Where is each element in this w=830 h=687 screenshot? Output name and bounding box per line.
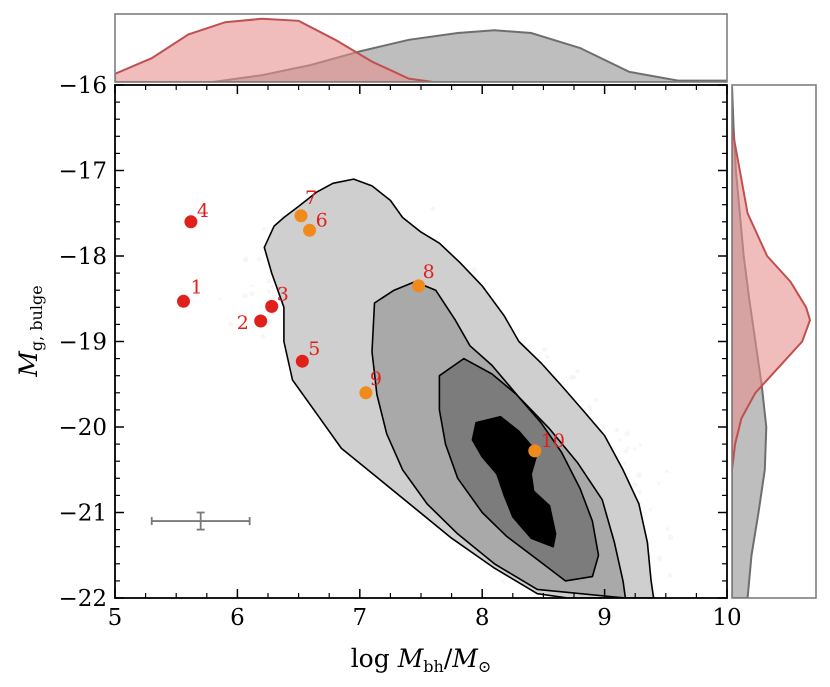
galaxy-label-6: 6: [316, 209, 328, 231]
density-dot: [629, 600, 632, 603]
density-dot: [250, 291, 255, 296]
x-tick-label: 5: [108, 605, 123, 631]
galaxy-point-5: [295, 354, 309, 368]
density-dot: [636, 472, 642, 478]
y-tick-label: −19: [58, 330, 107, 356]
galaxy-point-1: [177, 294, 190, 308]
density-dot: [542, 347, 547, 352]
density-dot: [623, 448, 628, 453]
density-dot: [257, 257, 261, 261]
contour-level-4: [471, 415, 557, 548]
density-dot: [667, 573, 672, 578]
galaxy-label-2: 2: [237, 312, 249, 334]
top-marginal-panel: [114, 13, 728, 83]
density-dot: [271, 285, 275, 289]
density-dot: [626, 627, 632, 633]
density-contours: [263, 178, 655, 598]
density-dot: [601, 425, 605, 429]
density-dot: [260, 334, 265, 339]
galaxy-label-3: 3: [277, 283, 289, 305]
x-tick-label: 9: [597, 605, 612, 631]
density-dot: [218, 298, 221, 301]
density-dot: [615, 428, 619, 432]
y-tick-label: −17: [58, 159, 107, 185]
density-dot: [633, 447, 636, 450]
y-tick-label: −22: [58, 586, 107, 612]
galaxy-label-4: 4: [197, 200, 209, 222]
galaxy-point-3: [265, 299, 279, 313]
density-dot: [501, 579, 505, 583]
density-dot: [590, 411, 593, 414]
density-dot: [573, 375, 577, 379]
typical-error-bar: [150, 511, 251, 531]
density-dot: [627, 446, 630, 449]
galaxy-label-1: 1: [191, 276, 203, 298]
density-dot: [471, 267, 476, 272]
density-dot: [262, 227, 266, 231]
density-dot: [267, 289, 271, 293]
galaxy-label-8: 8: [423, 261, 435, 283]
density-dot: [632, 482, 638, 488]
density-dot: [666, 527, 670, 531]
y-axis-ticks: −22 −21 −20 −19 −18 −17 −16: [58, 73, 727, 612]
density-dot: [575, 369, 579, 373]
density-dot: [649, 508, 652, 511]
density-dot: [658, 606, 662, 610]
density-dot: [545, 355, 549, 359]
density-dot: [658, 482, 661, 485]
top-marginal-red-density: [115, 17, 434, 82]
x-tick-label: 10: [712, 605, 741, 631]
x-axis-title: log Mbh/M⊙: [351, 644, 492, 676]
density-dot: [594, 398, 598, 402]
galaxy-label-9: 9: [370, 368, 382, 390]
density-dot: [243, 257, 249, 263]
density-dot: [624, 431, 630, 437]
x-tick-label: 6: [230, 605, 245, 631]
density-dot: [587, 405, 592, 410]
galaxy-points: 1 2 3 4 5 67 8 9 10: [177, 187, 565, 458]
galaxy-point-10: [528, 444, 542, 458]
galaxy-point-9: [359, 386, 373, 400]
density-dot: [469, 558, 472, 561]
galaxy-point-6: [303, 223, 317, 237]
density-dot: [657, 556, 663, 562]
galaxy-point-2: [254, 314, 268, 328]
density-dot: [649, 620, 652, 623]
y-axis-title: Mg, bulge: [14, 285, 46, 377]
density-dot: [228, 322, 233, 327]
top-marginal-frame: [114, 13, 728, 83]
density-dot: [637, 490, 642, 495]
density-dot: [639, 444, 642, 447]
density-dot: [320, 426, 323, 429]
density-dot: [250, 284, 253, 287]
y-tick-label: −21: [58, 501, 107, 527]
density-dot: [266, 278, 271, 283]
right-marginal-panel: [731, 84, 817, 599]
density-dot: [242, 293, 248, 299]
x-tick-label: 7: [352, 605, 367, 631]
galaxy-point-4: [184, 215, 198, 229]
density-dot: [574, 608, 578, 612]
x-axis-ticks: 5 6 7 8 9 10: [108, 85, 742, 631]
right-marginal-frame: [731, 84, 817, 599]
y-tick-label: −18: [58, 244, 107, 270]
density-dot: [618, 439, 621, 442]
density-dot: [431, 207, 435, 211]
x-tick-label: 8: [475, 605, 490, 631]
galaxy-label-7: 7: [305, 187, 317, 209]
galaxy-point-7: [294, 209, 308, 223]
galaxy-point-8: [412, 279, 426, 293]
y-tick-label: −20: [58, 415, 107, 441]
density-dot: [668, 534, 674, 540]
y-tick-label: −16: [58, 73, 107, 99]
right-marginal-red-density: [732, 127, 812, 470]
density-dot: [665, 470, 668, 473]
galaxy-label-10: 10: [541, 430, 565, 452]
galaxy-label-5: 5: [308, 338, 320, 360]
density-dot: [623, 462, 627, 466]
